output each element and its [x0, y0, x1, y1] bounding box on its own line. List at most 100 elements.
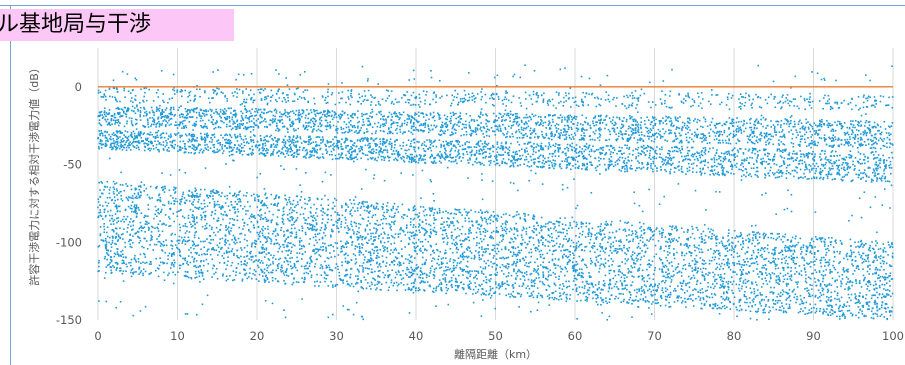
scatter-point: [351, 129, 353, 132]
scatter-point: [319, 112, 321, 114]
scatter-point: [852, 126, 854, 129]
scatter-point: [590, 161, 592, 164]
scatter-point: [502, 132, 504, 135]
scatter-point: [320, 125, 322, 128]
scatter-point: [570, 121, 573, 123]
scatter-point: [498, 153, 500, 156]
scatter-point: [406, 113, 409, 116]
scatter-point: [355, 145, 358, 147]
scatter-point: [328, 153, 331, 156]
scatter-point: [878, 177, 881, 180]
scatter-point: [368, 150, 370, 153]
scatter-point: [326, 122, 329, 124]
scatter-point: [493, 121, 495, 124]
scatter-point: [866, 131, 868, 134]
scatter-point: [749, 156, 751, 159]
scatter-point: [669, 163, 671, 165]
scatter-point: [410, 156, 413, 159]
scatter-point: [224, 108, 226, 110]
scatter-point: [498, 112, 501, 115]
scatter-point: [630, 134, 633, 136]
scatter-point: [722, 141, 724, 144]
scatter-point: [458, 125, 460, 128]
scatter-point: [806, 168, 808, 170]
scatter-point: [642, 144, 645, 147]
scatter-point: [219, 115, 221, 117]
scatter-point: [139, 114, 141, 116]
scatter-point: [788, 152, 791, 154]
scatter-point: [379, 149, 381, 152]
scatter-point: [727, 261, 729, 263]
scatter-point: [729, 132, 732, 135]
scatter-point: [476, 227, 479, 229]
scatter-point: [605, 168, 607, 170]
scatter-point: [116, 121, 119, 124]
scatter-point: [838, 306, 841, 308]
scatter-point: [100, 124, 103, 127]
scatter-point: [144, 142, 146, 144]
scatter-point: [351, 157, 353, 159]
scatter-point: [261, 147, 264, 149]
scatter-point: [148, 147, 150, 150]
scatter-point: [652, 162, 655, 165]
scatter-point: [545, 132, 548, 135]
scatter-point: [855, 173, 857, 176]
scatter-point: [651, 134, 654, 137]
scatter-point: [797, 144, 800, 146]
scatter-point: [623, 152, 625, 155]
scatter-point: [179, 149, 181, 152]
scatter-point: [369, 146, 371, 148]
scatter-point: [174, 114, 176, 116]
scatter-point: [581, 260, 583, 262]
scatter-point: [110, 118, 113, 121]
scatter-point: [252, 117, 255, 120]
scatter-point: [460, 160, 463, 162]
scatter-point: [598, 287, 600, 289]
scatter-point: [804, 176, 806, 178]
scatter-point: [581, 152, 583, 155]
scatter-point: [734, 135, 736, 137]
scatter-point: [116, 142, 119, 144]
scatter-point: [479, 140, 482, 142]
scatter-point: [799, 131, 801, 133]
scatter-point: [719, 142, 722, 144]
scatter-point: [767, 143, 770, 145]
scatter-point: [625, 118, 628, 121]
scatter-point: [315, 151, 318, 153]
scatter-point: [358, 120, 360, 123]
scatter-point: [125, 146, 128, 149]
scatter-point: [158, 141, 161, 144]
scatter-point: [561, 116, 563, 119]
scatter-point: [490, 160, 492, 162]
scatter-point: [581, 164, 584, 167]
scatter-point: [169, 118, 171, 120]
scatter-point: [464, 143, 466, 146]
scatter-point: [244, 116, 247, 119]
scatter-point: [793, 120, 796, 123]
scatter-point: [99, 139, 102, 141]
scatter-point: [289, 124, 291, 126]
scatter-point: [765, 127, 767, 129]
scatter-point: [867, 167, 870, 169]
scatter-point: [490, 127, 493, 129]
scatter-point: [713, 131, 716, 134]
scatter-point: [183, 116, 186, 119]
scatter-point: [637, 146, 640, 149]
scatter-point: [647, 163, 650, 165]
scatter-point: [686, 167, 689, 170]
scatter-point: [226, 117, 228, 120]
scatter-point: [185, 110, 187, 113]
scatter-point: [113, 188, 116, 191]
scatter-point: [292, 122, 295, 125]
scatter-point: [734, 164, 736, 167]
scatter-point: [538, 155, 541, 158]
scatter-point: [139, 134, 141, 137]
scatter-point: [114, 116, 117, 119]
scatter-point: [571, 145, 573, 148]
scatter-point: [295, 146, 297, 149]
scatter-point: [633, 252, 636, 254]
scatter-point: [439, 157, 442, 160]
scatter-point: [617, 158, 620, 160]
scatter-point: [613, 130, 615, 132]
scatter-point: [522, 136, 525, 139]
